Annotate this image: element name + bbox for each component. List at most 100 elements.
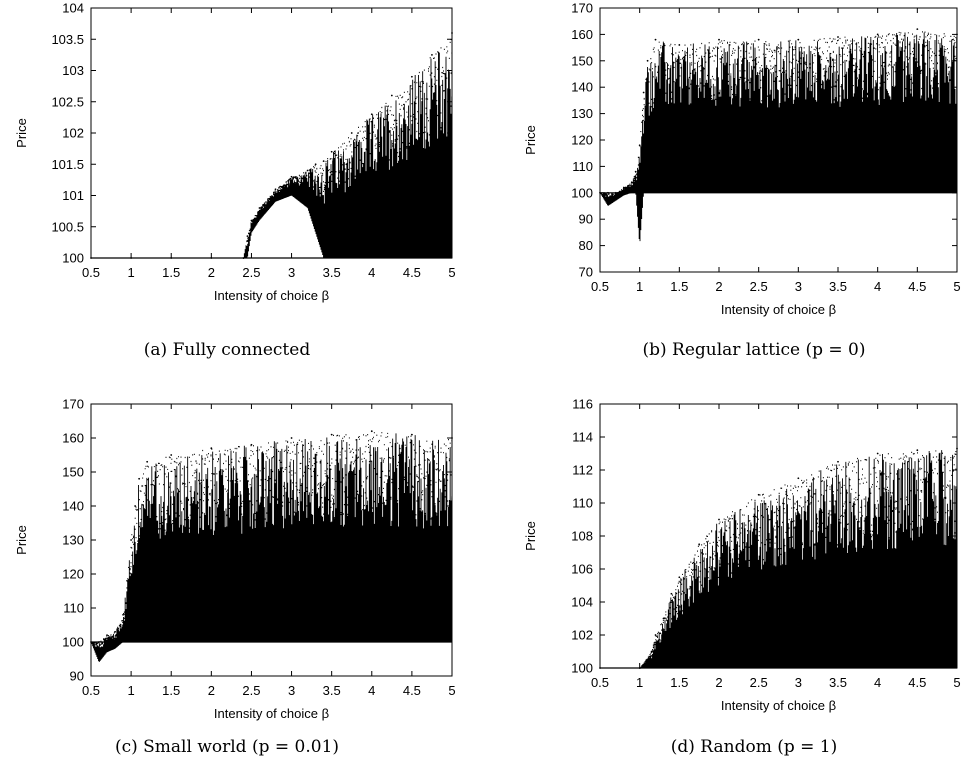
data-point [390, 94, 393, 97]
data-point [718, 38, 720, 41]
y-tick-label: 106 [571, 562, 593, 577]
x-tick-label: 3.5 [323, 683, 341, 698]
y-tick-label: 100.5 [51, 219, 84, 234]
data-point [698, 543, 701, 546]
x-tick-label: 2 [208, 265, 215, 280]
y-tick-label: 103.5 [51, 32, 84, 47]
data-point [638, 144, 641, 147]
x-tick-label: 2.5 [242, 265, 260, 280]
data-point [916, 449, 919, 452]
x-tick-label: 3 [795, 279, 802, 294]
data-point [431, 53, 433, 56]
x-tick-label: 3 [795, 675, 802, 690]
data-point [837, 36, 839, 38]
data-band-strokes [600, 31, 958, 242]
y-tick-label: 102.5 [51, 94, 84, 109]
data-band-strokes [243, 38, 453, 259]
data-point [170, 454, 173, 456]
x-tick-label: 4.5 [908, 675, 926, 690]
data-point [134, 505, 137, 507]
x-tick-label: 2.5 [750, 675, 768, 690]
data-point [678, 44, 681, 46]
x-tick-label: 5 [448, 265, 455, 280]
y-tick-label: 70 [579, 265, 593, 280]
x-tick-label: 0.5 [82, 265, 100, 280]
data-band-strokes [91, 432, 453, 662]
x-axis-label: Intensity of choice β [214, 706, 329, 721]
x-tick-label: 2.5 [750, 279, 768, 294]
x-tick-label: 4 [368, 683, 375, 698]
data-point [126, 579, 128, 582]
x-tick-label: 5 [953, 279, 960, 294]
x-tick-label: 1.5 [162, 683, 180, 698]
x-tick-label: 1.5 [670, 675, 688, 690]
data-band [639, 450, 958, 669]
data-point [410, 433, 413, 436]
data-point [678, 576, 681, 579]
data-point [607, 191, 609, 194]
y-tick-label: 140 [571, 80, 593, 95]
data-point [106, 634, 108, 637]
data-point [370, 430, 373, 433]
data-point [290, 175, 293, 178]
data-point [290, 437, 293, 439]
y-tick-label: 108 [571, 529, 593, 544]
x-tick-label: 5 [953, 675, 960, 690]
data-point [98, 641, 100, 643]
data-point [350, 132, 353, 134]
x-tick-label: 2 [715, 279, 722, 294]
y-tick-label: 114 [572, 430, 593, 445]
y-tick-label: 110 [572, 159, 593, 174]
x-tick-label: 3 [288, 265, 295, 280]
x-axis-label: Intensity of choice β [721, 302, 836, 317]
y-tick-label: 104 [62, 1, 84, 16]
data-point [757, 38, 760, 41]
data-point [757, 493, 760, 496]
y-tick-label: 160 [62, 431, 84, 446]
y-tick-label: 120 [62, 567, 84, 582]
x-tick-label: 4.5 [403, 683, 421, 698]
y-tick-label: 110 [572, 496, 593, 511]
y-tick-label: 101 [62, 188, 84, 203]
x-axis-label: Intensity of choice β [721, 698, 836, 713]
data-point [646, 59, 649, 62]
y-tick-label: 103 [62, 63, 84, 78]
data-point [122, 613, 124, 616]
data-point [250, 443, 253, 446]
x-axis-label: Intensity of choice β [214, 288, 329, 303]
data-point [210, 447, 213, 450]
y-tick-label: 150 [62, 465, 84, 480]
y-axis-label: Price [523, 125, 538, 155]
data-point [146, 460, 149, 463]
y-tick-label: 100 [62, 635, 84, 650]
panel-caption: (c) Small world (p = 0.01) [115, 737, 339, 757]
x-tick-label: 1 [636, 279, 643, 294]
y-tick-label: 170 [571, 1, 593, 16]
data-point [306, 169, 309, 172]
y-tick-label: 130 [571, 106, 593, 121]
data-point [654, 634, 657, 636]
y-axis-label: Price [14, 525, 29, 555]
data-point [797, 38, 800, 41]
y-tick-label: 102 [571, 628, 593, 643]
x-tick-label: 1.5 [670, 279, 688, 294]
data-point [330, 150, 333, 153]
y-tick-label: 100 [62, 251, 84, 266]
x-tick-label: 4 [874, 675, 881, 690]
data-point [876, 33, 879, 36]
data-point [130, 539, 133, 541]
data-point [634, 170, 637, 173]
y-axis-label: Price [14, 118, 29, 148]
panel-caption: (d) Random (p = 1) [671, 737, 837, 757]
data-point [837, 460, 839, 463]
data-point [370, 113, 373, 116]
y-tick-label: 101.5 [51, 157, 84, 172]
panel-caption: (a) Fully connected [144, 340, 311, 360]
data-point [246, 235, 249, 238]
panel-c: 0.5 1 1.5 2 2.5 3 3.5 4 4.5 5 90 100 110 120 130 140 150… [14, 397, 456, 758]
x-tick-label: 0.5 [591, 675, 609, 690]
x-tick-label: 4 [368, 265, 375, 280]
data-band [600, 31, 958, 242]
